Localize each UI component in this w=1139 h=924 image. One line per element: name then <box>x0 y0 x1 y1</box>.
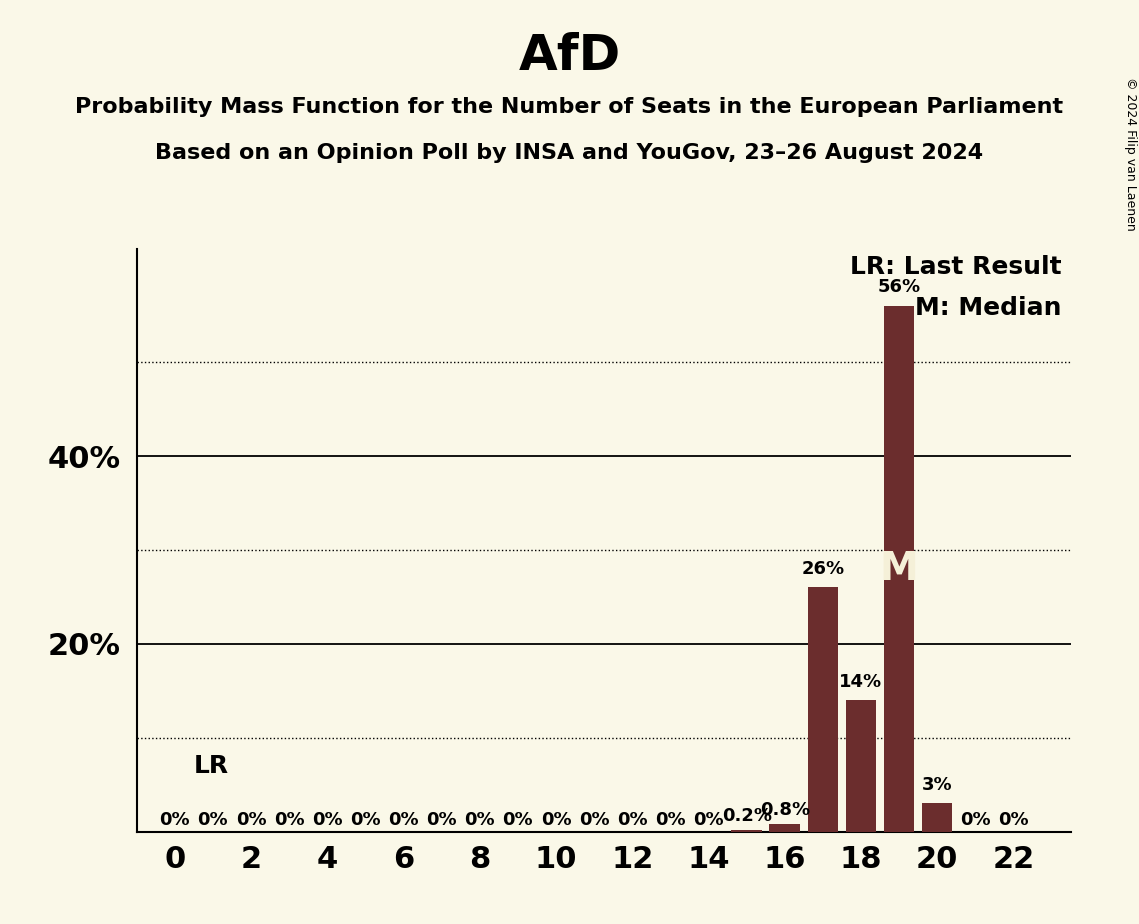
Text: 0%: 0% <box>159 810 190 829</box>
Text: 0%: 0% <box>617 810 648 829</box>
Text: 0%: 0% <box>350 810 380 829</box>
Text: 0.8%: 0.8% <box>760 801 810 820</box>
Bar <box>846 700 876 832</box>
Bar <box>808 588 838 832</box>
Text: 0%: 0% <box>541 810 572 829</box>
Text: 0%: 0% <box>694 810 723 829</box>
Text: 3%: 3% <box>921 776 952 794</box>
Text: 56%: 56% <box>877 278 920 297</box>
Text: LR: Last Result: LR: Last Result <box>850 255 1062 279</box>
Text: 0%: 0% <box>312 810 343 829</box>
Text: Probability Mass Function for the Number of Seats in the European Parliament: Probability Mass Function for the Number… <box>75 97 1064 117</box>
Text: Based on an Opinion Poll by INSA and YouGov, 23–26 August 2024: Based on an Opinion Poll by INSA and You… <box>155 143 984 164</box>
Text: 0%: 0% <box>998 810 1029 829</box>
Text: 0%: 0% <box>960 810 991 829</box>
Text: 0%: 0% <box>273 810 304 829</box>
Text: 0%: 0% <box>426 810 457 829</box>
Text: 0%: 0% <box>236 810 267 829</box>
Text: © 2024 Filip van Laenen: © 2024 Filip van Laenen <box>1124 78 1137 231</box>
Text: 0%: 0% <box>579 810 609 829</box>
Text: M: Median: M: Median <box>915 296 1062 320</box>
Text: 0%: 0% <box>502 810 533 829</box>
Bar <box>770 824 800 832</box>
Text: M: M <box>879 550 918 588</box>
Text: 0.2%: 0.2% <box>722 807 771 825</box>
Bar <box>731 830 762 832</box>
Text: 0%: 0% <box>465 810 495 829</box>
Text: LR: LR <box>194 754 229 778</box>
Text: 0%: 0% <box>197 810 228 829</box>
Bar <box>884 306 915 832</box>
Text: 14%: 14% <box>839 673 883 691</box>
Text: 26%: 26% <box>802 560 844 578</box>
Text: AfD: AfD <box>518 32 621 80</box>
Bar <box>921 804 952 832</box>
Text: 0%: 0% <box>388 810 419 829</box>
Text: 0%: 0% <box>655 810 686 829</box>
